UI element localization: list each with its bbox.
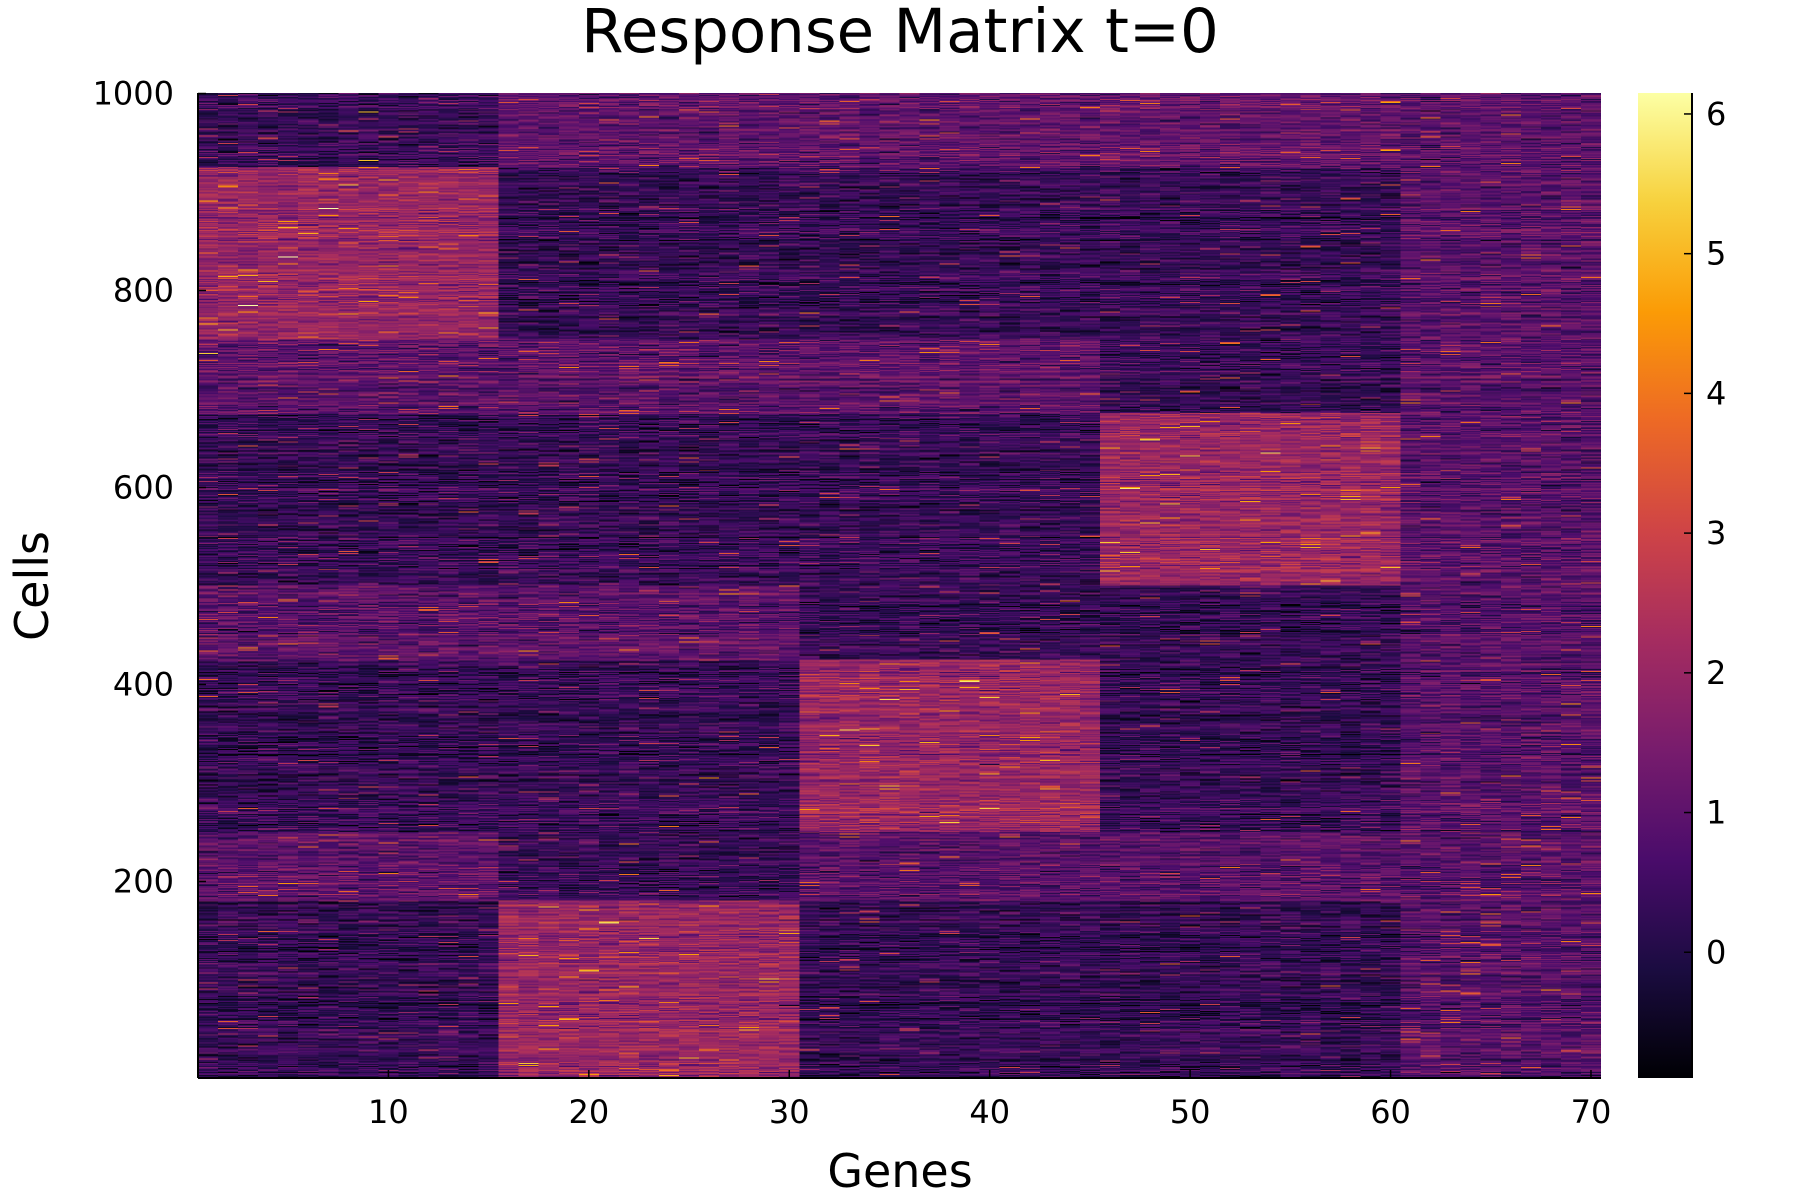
- colorbar-tick-label: 4: [1706, 374, 1726, 412]
- y-tick-label: 600: [113, 468, 174, 506]
- x-tick-label: 40: [969, 1093, 1010, 1131]
- y-tick-label: 800: [113, 271, 174, 309]
- x-tick-label: 30: [769, 1093, 810, 1131]
- y-tick-label: 1000: [93, 74, 174, 112]
- y-tick-label: 200: [113, 862, 174, 900]
- colorbar-tick-label: 0: [1706, 933, 1726, 971]
- y-axis-label: Cells: [5, 531, 59, 641]
- x-tick-label: 10: [368, 1093, 409, 1131]
- colorbar-gradient: [1638, 93, 1692, 1078]
- colorbar: 0 1 2 3 4 5 6: [1638, 93, 1726, 1078]
- x-tick-label: 60: [1370, 1093, 1411, 1131]
- colorbar-tick-label: 3: [1706, 514, 1726, 552]
- colorbar-ticks: 0 1 2 3 4 5 6: [1684, 95, 1726, 971]
- x-tick-label: 70: [1571, 1093, 1612, 1131]
- y-tick-label: 400: [113, 665, 174, 703]
- y-axis-ticks: 200 400 600 800 1000: [93, 74, 206, 900]
- x-tick-label: 20: [568, 1093, 609, 1131]
- colorbar-tick-label: 1: [1706, 794, 1726, 832]
- x-tick-label: 50: [1170, 1093, 1211, 1131]
- x-axis-ticks: 10 20 30 40 50 60 70: [368, 1070, 1611, 1131]
- colorbar-tick-label: 2: [1706, 654, 1726, 692]
- colorbar-tick-label: 5: [1706, 235, 1726, 273]
- heatmap-cells: [198, 93, 1601, 1078]
- chart-title: Response Matrix t=0: [581, 0, 1219, 67]
- x-axis-label: Genes: [827, 1144, 972, 1198]
- colorbar-tick-label: 6: [1706, 95, 1726, 133]
- plot-area: [197, 93, 1601, 1079]
